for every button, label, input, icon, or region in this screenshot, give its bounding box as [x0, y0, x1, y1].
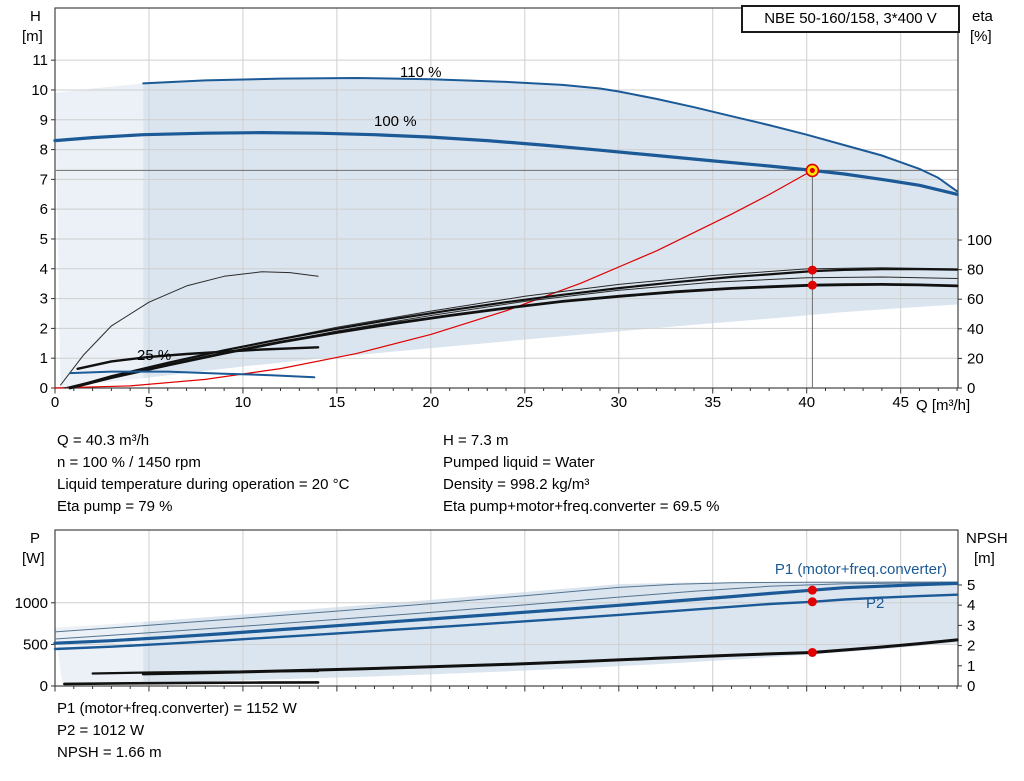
operating-data-right: H = 7.3 m Pumped liquid = Water Density …: [443, 430, 719, 518]
y-left-tick-label: 5: [40, 231, 48, 248]
y-right-tick-label: 100: [967, 232, 992, 249]
annotation--: [%]: [970, 28, 992, 45]
p1-110pct-thin: [54, 581, 958, 633]
head-curve-25pct: [69, 370, 316, 379]
y-right-tick-label: 2: [967, 638, 975, 655]
y-right-tick-label: 0: [967, 678, 975, 695]
y-right-tick-label: 4: [967, 597, 975, 614]
y-right-tick-label: 1: [967, 658, 975, 675]
x-tick-label: 25: [516, 394, 533, 411]
eta-pump-point: [807, 265, 817, 275]
annotation-p2: P2: [866, 595, 884, 612]
annotation-q-m-h-: Q [m³/h]: [916, 397, 970, 414]
p2-curve: [53, 593, 959, 651]
y-left-tick-label: 6: [40, 201, 48, 218]
p2-point: [807, 597, 817, 607]
annotation-110-: 110 %: [400, 64, 441, 81]
annotation--m-: [m]: [974, 550, 995, 567]
annotation-25-: 25 %: [137, 347, 171, 364]
x-tick-label: 10: [235, 394, 252, 411]
y-right-tick-label: 0: [967, 380, 975, 397]
y-left-tick-label: 500: [23, 636, 48, 653]
y-left-tick-label: 3: [40, 291, 48, 308]
y-left-tick-label: 8: [40, 142, 48, 159]
x-tick-label: 20: [423, 394, 440, 411]
y-right-tick-label: 3: [967, 617, 975, 634]
p1-curve: [53, 581, 959, 645]
p1-point: [807, 585, 817, 595]
operating-data-bottom: P1 (motor+freq.converter) = 1152 W P2 = …: [57, 698, 297, 764]
pumped-liquid-value: Pumped liquid = Water: [443, 454, 595, 471]
y-left-tick-label: 1000: [15, 595, 48, 612]
y-right-tick-label: 40: [967, 321, 984, 338]
annotation-h: H: [30, 8, 41, 25]
head-curve-100pct: [53, 131, 959, 196]
p-25pct-low: [63, 681, 320, 686]
y-right-tick-label: 80: [967, 262, 984, 279]
eta-total-point: [807, 280, 817, 290]
x-tick-label: 15: [329, 394, 346, 411]
density-value: Density = 998.2 kg/m³: [443, 476, 590, 493]
eta-pump-curve: [68, 268, 959, 390]
x-tick-label: 35: [704, 394, 721, 411]
y-left-tick-label: 4: [40, 261, 48, 278]
y-right-tick-label: 20: [967, 350, 984, 367]
y-left-tick-label: 0: [40, 380, 48, 397]
p2-110pct-thin: [54, 581, 958, 640]
speed-value: n = 100 % / 1450 rpm: [57, 454, 201, 471]
x-tick-label: 30: [610, 394, 627, 411]
head-value: H = 7.3 m: [443, 432, 509, 449]
y-left-tick-label: 0: [40, 678, 48, 695]
annotation-npsh: NPSH: [966, 530, 1008, 547]
eta-pump-value: Eta pump = 79 %: [57, 498, 173, 515]
eta-total-value: Eta pump+motor+freq.converter = 69.5 %: [443, 498, 720, 515]
x-tick-label: 5: [145, 394, 153, 411]
p-25pct-high: [91, 669, 320, 675]
eta-total-curve: [68, 283, 959, 390]
operating-envelope: [55, 78, 958, 388]
p2-value: P2 = 1012 W: [57, 722, 145, 739]
y-left-tick-label: 10: [31, 82, 48, 99]
system-affinity-curve: [54, 169, 813, 389]
eta-25pct-curve: [76, 346, 320, 370]
liquid-temperature-value: Liquid temperature during operation = 20…: [57, 476, 350, 493]
annotation-eta: eta: [972, 8, 994, 25]
duty-point-inner: [809, 167, 815, 174]
npsh-point: [807, 647, 817, 657]
p1-value: P1 (motor+freq.converter) = 1152 W: [57, 700, 297, 717]
npsh-value: NPSH = 1.66 m: [57, 744, 162, 761]
annotation-100-: 100 %: [374, 113, 417, 130]
y-right-tick-label: 5: [967, 577, 975, 594]
head-curve-110pct: [142, 77, 959, 193]
annotation--w-: [W]: [22, 550, 45, 567]
operating-data-left: Q = 40.3 m³/h n = 100 % / 1450 rpm Liqui…: [57, 430, 349, 518]
x-tick-label: 0: [51, 394, 59, 411]
envelope-left-lighter: [55, 8, 144, 388]
pump-model-box: NBE 50-160/158, 3*400 V: [741, 5, 960, 33]
x-tick-label: 45: [892, 394, 909, 411]
annotation-p1-motor-freq-converter-: P1 (motor+freq.converter): [775, 561, 947, 578]
pump-model-label: NBE 50-160/158, 3*400 V: [764, 10, 937, 27]
y-left-tick-label: 2: [40, 320, 48, 337]
flow-value: Q = 40.3 m³/h: [57, 432, 150, 449]
y-left-tick-label: 11: [32, 52, 48, 69]
y-left-tick-label: 7: [40, 171, 48, 188]
eta-arc-reduced-speed: [60, 271, 319, 386]
x-tick-label: 40: [798, 394, 815, 411]
y-left-tick-label: 1: [40, 350, 48, 367]
annotation-p: P: [30, 530, 40, 547]
power-envelope-left-lighter: [55, 530, 144, 686]
annotation--m-: [m]: [22, 28, 43, 45]
y-right-tick-label: 60: [967, 291, 984, 308]
y-left-tick-label: 9: [40, 112, 48, 129]
